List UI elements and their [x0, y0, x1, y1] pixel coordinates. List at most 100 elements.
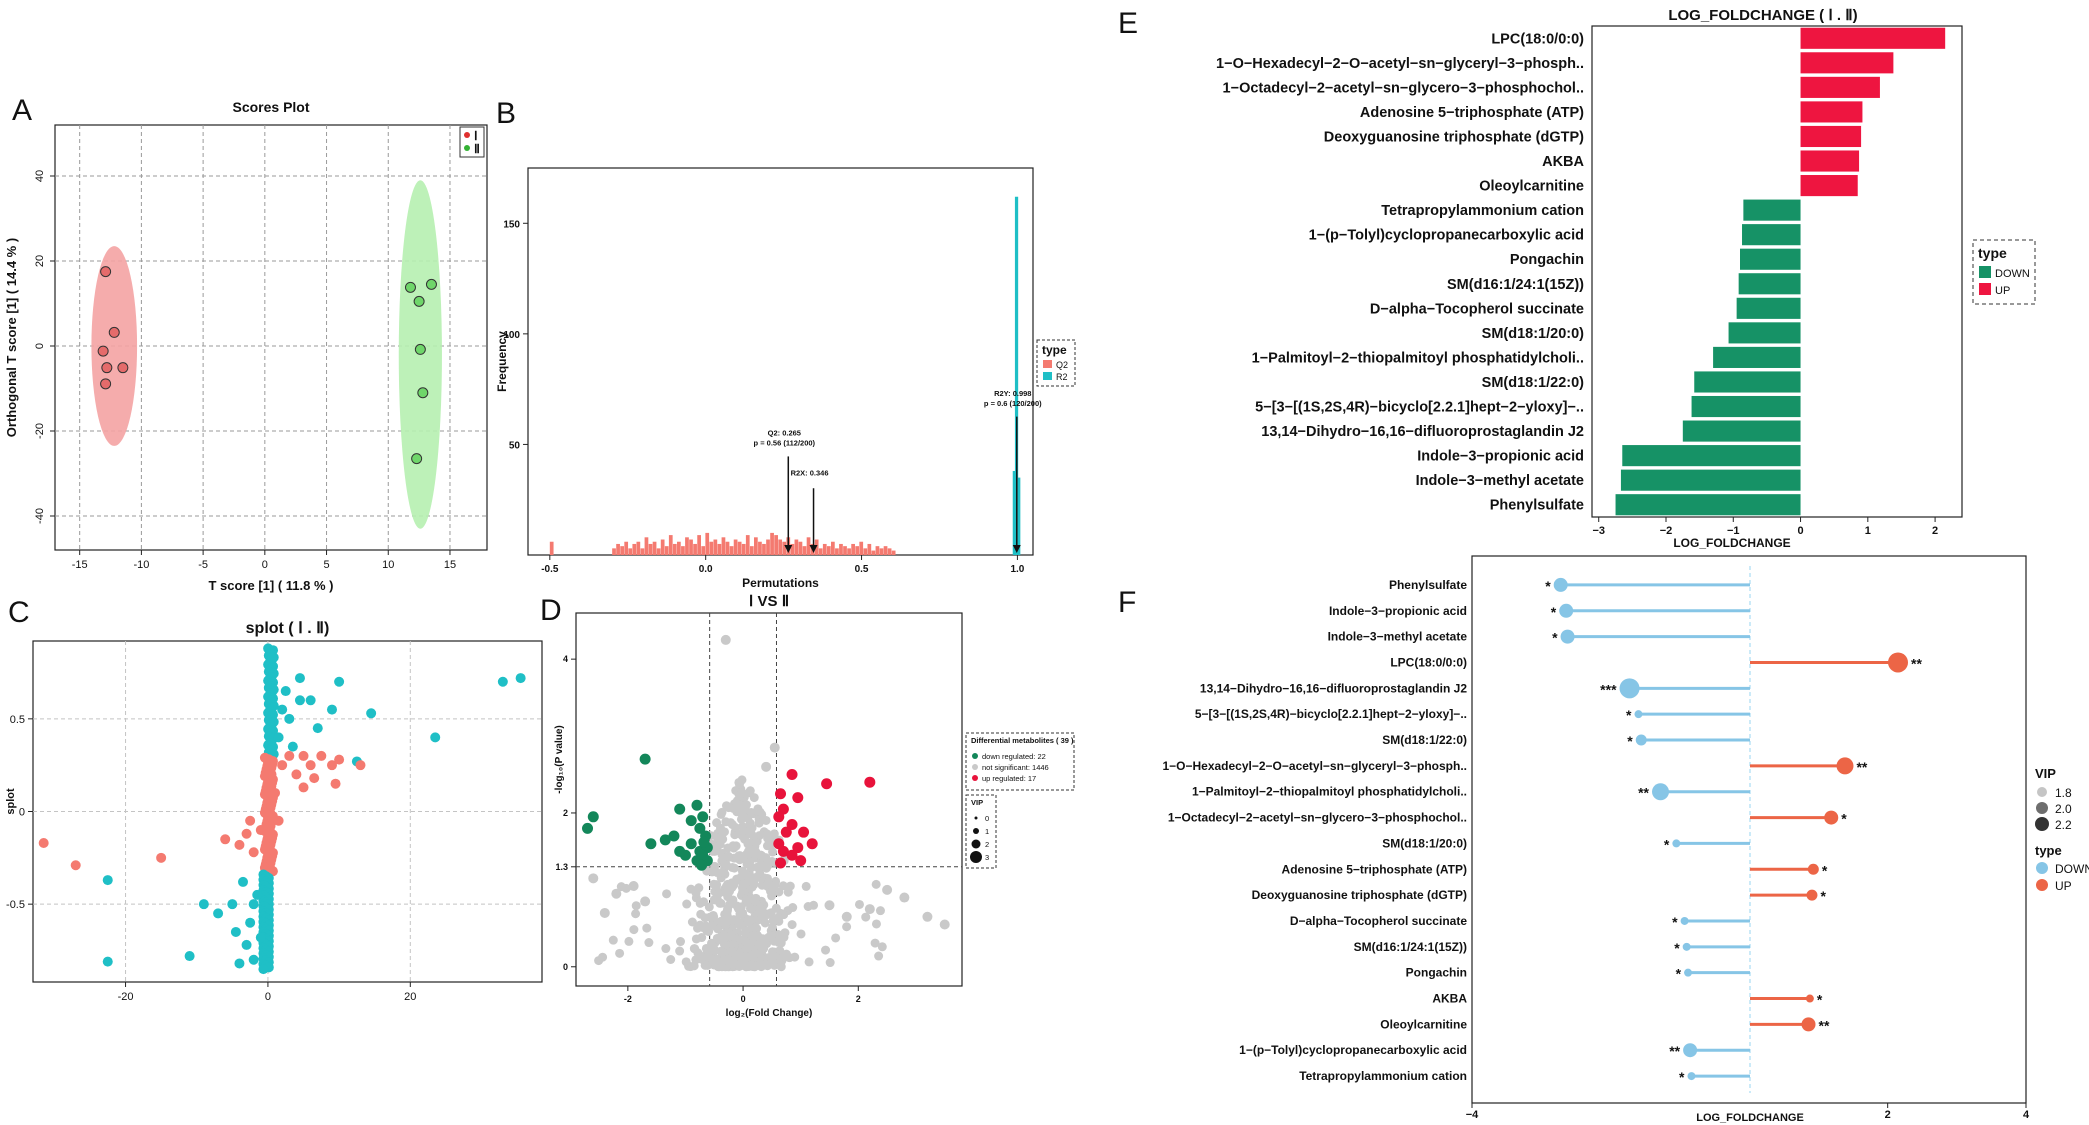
f-significance-stars: * [1672, 914, 1678, 930]
d-point-not-significant [831, 933, 841, 943]
e-category-label: 1−O−Hexadecyl−2−O−acetyl−sn−glyceryl−3−p… [1216, 56, 1584, 72]
d-point-not-significant [746, 915, 756, 925]
e-bar-up [1800, 76, 1880, 98]
d-point-not-significant [871, 879, 881, 889]
b-q2-bar [689, 539, 693, 555]
f-category-label: SM(d16:1/24:1(15Z)) [1354, 940, 1467, 954]
a-sample-point [417, 387, 429, 399]
d-legend-label: down regulated: 22 [982, 752, 1046, 761]
b-q2-bar [749, 546, 754, 555]
d-point-down [639, 753, 651, 765]
d-point-not-significant [728, 841, 738, 851]
d-legend-title: Differential metabolites ( 39 ) [971, 736, 1074, 745]
a-sample-point [100, 266, 112, 278]
f-category-label: 5−[3−[(1S,2S,4R)−bicyclo[2.2.1]hept−2−yl… [1195, 707, 1467, 721]
d-point-not-significant [764, 879, 774, 889]
e-legend-label-down: DOWN [1995, 268, 2030, 280]
d-point-not-significant [751, 837, 761, 847]
f-significance-stars: ** [1856, 759, 1867, 775]
a-sample-point [117, 362, 129, 374]
d-point-not-significant [761, 761, 772, 772]
d-legend-dot [972, 764, 978, 770]
e-bar-down [1728, 322, 1801, 344]
b-q2-bar [794, 539, 799, 555]
f-point-up [1807, 863, 1819, 875]
d-point-not-significant [922, 911, 933, 922]
b-ylabel: Frequency [495, 331, 509, 392]
d-point-down [685, 838, 697, 850]
b-q2-bar [709, 541, 714, 555]
a-xlabel: T score [1] ( 11.8 % ) [209, 578, 334, 593]
b-q2-bar [733, 539, 738, 555]
a-xtick-label: 0 [262, 559, 268, 571]
d-ytick-label: 2 [563, 808, 568, 818]
f-category-label: Indole−3−methyl acetate [1328, 630, 1468, 644]
f-type-legend-dot-up [2036, 879, 2048, 891]
d-xlabel: log₂(Fold Change) [726, 1008, 813, 1019]
f-significance-stars: * [1551, 604, 1557, 620]
d-point-not-significant [763, 833, 773, 843]
f-category-label: 1−Octadecyl−2−acetyl−sn−glycero−3−phosph… [1168, 811, 1467, 825]
b-q2-bar [818, 548, 823, 555]
d-point-not-significant [691, 955, 701, 965]
b-q2-bar [648, 543, 653, 555]
d-point-not-significant [644, 938, 654, 948]
d-point-not-significant [874, 951, 884, 961]
b-q2-bar [851, 543, 855, 555]
d-point-not-significant [738, 822, 748, 832]
f-point-up [1888, 652, 1908, 673]
d-point-not-significant [693, 948, 703, 958]
d-point-not-significant [776, 938, 786, 948]
d-point-not-significant [707, 920, 717, 930]
c-point-mid [241, 828, 252, 839]
d-point-not-significant [734, 949, 744, 959]
b-q2-bar [713, 539, 718, 555]
d-point-not-significant [716, 957, 726, 967]
panel-a-frame [54, 124, 488, 551]
f-significance-stars: * [1674, 940, 1680, 956]
c-point-positive [280, 686, 291, 697]
d-point-up [795, 855, 807, 867]
d-point-not-significant [721, 860, 731, 870]
d-point-down [697, 811, 709, 823]
d-xtick-label: 0 [741, 994, 746, 1004]
b-q2-bar [725, 541, 730, 555]
d-point-not-significant [899, 892, 910, 903]
b-legend-swatch-q2 [1043, 360, 1052, 368]
b-q2-bar [656, 548, 661, 555]
c-xtick-label: -20 [118, 991, 134, 1003]
d-point-not-significant [756, 850, 766, 860]
b-q2-bar [754, 537, 758, 555]
a-sample-point [101, 362, 113, 374]
d-ytick-label: 1.3 [555, 862, 568, 872]
c-point-mid [220, 834, 231, 845]
d-point-down [694, 822, 706, 834]
b-q2-bar [879, 548, 884, 555]
f-category-label: 1−Palmitoyl−2−thiopalmitoyl phosphatidyl… [1192, 785, 1467, 799]
c-point-positive [267, 652, 278, 663]
c-point-mid [255, 825, 266, 836]
d-point-not-significant [738, 960, 748, 970]
c-point-mid [330, 778, 341, 789]
c-point-positive [312, 723, 323, 734]
panel-letter-b: B [496, 97, 516, 130]
b-q2-bar [875, 546, 880, 555]
e-category-label: SM(d18:1/20:0) [1482, 326, 1585, 342]
c-ytick-label: -0.5 [6, 899, 25, 911]
d-point-down [645, 838, 657, 850]
f-vip-legend-label: 2.2 [2055, 818, 2072, 832]
e-category-label: 1−Palmitoyl−2−thiopalmitoyl phosphatidyl… [1252, 350, 1584, 366]
d-point-not-significant [727, 947, 737, 957]
b-q2-bar [664, 546, 669, 555]
c-point-mid [248, 847, 259, 858]
c-point-negative [102, 956, 113, 967]
b-q2-bar [887, 548, 892, 555]
d-point-not-significant [776, 961, 786, 971]
a-xtick-label: 15 [444, 559, 456, 571]
b-q2-bar [802, 546, 807, 555]
d-point-not-significant [631, 909, 641, 919]
e-category-label: 5−[3−[(1S,2S,4R)−bicyclo[2.2.1]hept−2−yl… [1255, 400, 1584, 416]
d-point-up [775, 857, 787, 869]
d-vip-legend-dot [970, 851, 982, 863]
d-point-not-significant [825, 958, 835, 968]
